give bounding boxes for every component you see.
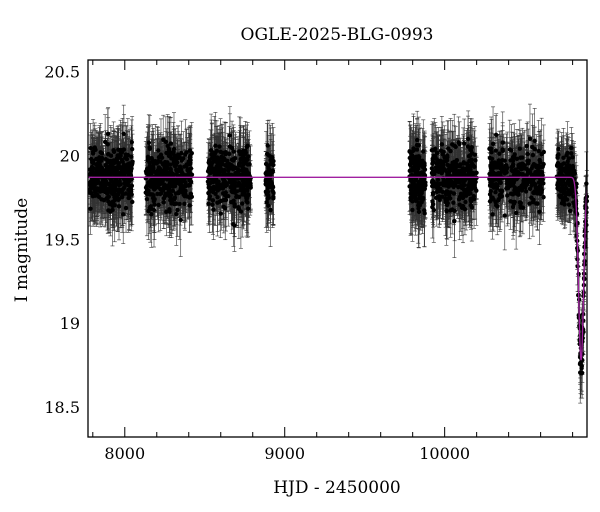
error-bars-layer	[87, 103, 589, 404]
chart-title: OGLE-2025-BLG-0993	[241, 25, 434, 45]
